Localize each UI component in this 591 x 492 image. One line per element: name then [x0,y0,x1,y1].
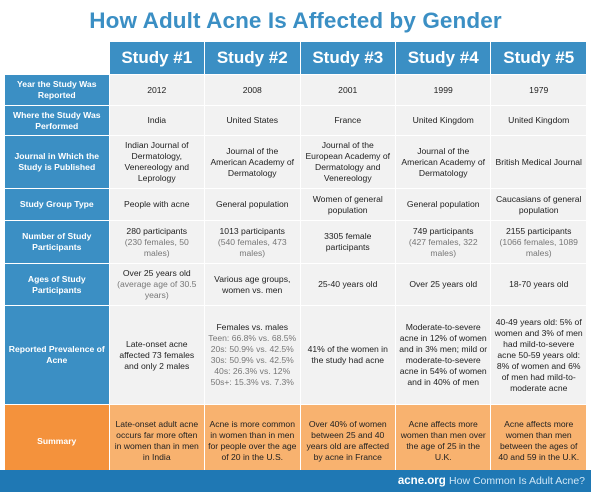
table-cell: 2012 [109,75,205,105]
cell-note: 30s: 50.9% vs. 42.5% [210,355,294,365]
table-row: Study Group Type People with acne Genera… [5,189,586,220]
header-row: Study #1 Study #2 Study #3 Study #4 Stud… [5,42,586,74]
table-cell: Women of general population [300,189,395,220]
table-cell: 3305 female participants [300,221,395,263]
table-cell: France [300,106,395,135]
summary-cell: Acne affects more women than men between… [491,405,586,477]
summary-cell: Acne affects more women than men over th… [395,405,491,477]
study-header-3: Study #3 [300,42,395,74]
table-row: Year the Study Was Reported 2012 2008 20… [5,75,586,105]
summary-cell: Late-onset adult acne occurs far more of… [109,405,205,477]
cell-note: (540 females, 473 males) [217,236,287,258]
cell-value: 3305 female participants [324,231,372,252]
table-cell: General population [205,189,300,220]
cell-value: Over 25 years old [122,268,191,278]
row-label-year: Year the Study Was Reported [5,75,109,105]
table-cell: General population [395,189,491,220]
table-cell: Caucasians of general population [491,189,586,220]
study-header-2: Study #2 [205,42,300,74]
row-label-ages: Ages of Study Participants [5,264,109,305]
study-header-4: Study #4 [395,42,491,74]
row-label-group: Study Group Type [5,189,109,220]
table-cell: 18-70 years old [491,264,586,305]
table-cell: Indian Journal of Dermatology, Venereolo… [109,136,205,188]
table-cell: 2001 [300,75,395,105]
table-cell: 280 participants (230 females, 50 males) [109,221,205,263]
comparison-table: Study #1 Study #2 Study #3 Study #4 Stud… [4,41,587,478]
table-cell: 1979 [491,75,586,105]
table-cell: 749 participants (427 females, 322 males… [395,221,491,263]
cell-note: (427 females, 322 males) [408,236,478,258]
table-cell: 1999 [395,75,491,105]
cell-note: 40s: 26.3% vs. 12% [214,366,291,376]
cell-note: 20s: 50.9% vs. 42.5% [210,344,294,354]
summary-cell: Acne is more common in women than in men… [205,405,300,477]
page-title: How Adult Acne Is Affected by Gender [89,8,502,33]
cell-value: 2155 participants [506,225,572,236]
table-cell: United States [205,106,300,135]
cell-note: 50s+: 15.3% vs. 7.3% [210,377,294,387]
cell-value: Females vs. males [216,322,289,332]
table-row: Journal in Which the Study is Published … [5,136,586,188]
table-cell: Females vs. males Teen: 66.8% vs. 68.5% … [205,306,300,404]
table-cell: Journal of the American Academy of Derma… [395,136,491,188]
cell-value: 749 participants [412,225,474,236]
table-row: Reported Prevalence of Acne Late-onset a… [5,306,586,404]
table-cell: United Kingdom [491,106,586,135]
table-cell: Over 25 years old [395,264,491,305]
cell-note: Teen: 66.8% vs. 68.5% [208,333,297,343]
table-cell: 41% of the women in the study had acne [300,306,395,404]
row-label-participants: Number of Study Participants [5,221,109,263]
table-cell: Over 25 years old (average age of 30.5 y… [109,264,205,305]
table-cell: 25-40 years old [300,264,395,305]
table-row: Ages of Study Participants Over 25 years… [5,264,586,305]
table-cell: United Kingdom [395,106,491,135]
table-cell: Journal of the American Academy of Derma… [205,136,300,188]
footer-tagline: How Common Is Adult Acne? [449,475,585,487]
corner-cell [5,42,109,74]
row-label-journal: Journal in Which the Study is Published [5,136,109,188]
cell-note: (average age of 30.5 years) [117,279,197,300]
table-cell: India [109,106,205,135]
table-cell: Journal of the European Academy of Derma… [300,136,395,188]
cell-value: 1013 participants [219,225,285,236]
table-row: Number of Study Participants 280 partici… [5,221,586,263]
table-cell: 2155 participants (1066 females, 1089 ma… [491,221,586,263]
table-cell: Moderate-to-severe acne in 12% of women … [395,306,491,404]
table-cell: Late-onset acne affected 73 females and … [109,306,205,404]
table-cell: 1013 participants (540 females, 473 male… [205,221,300,263]
footer-bar: acne.org How Common Is Adult Acne? [0,470,591,492]
row-label-where: Where the Study Was Performed [5,106,109,135]
table-cell: British Medical Journal [491,136,586,188]
brand-link[interactable]: acne.org [397,475,446,487]
study-header-5: Study #5 [491,42,586,74]
table-cell: 2008 [205,75,300,105]
table-cell: People with acne [109,189,205,220]
table-row: Where the Study Was Performed India Unit… [5,106,586,135]
study-header-1: Study #1 [109,42,205,74]
footer-content: acne.org How Common Is Adult Acne? [398,470,585,492]
cell-value: 280 participants [126,225,188,236]
row-label-summary: Summary [5,405,109,477]
summary-cell: Over 40% of women between 25 and 40 year… [300,405,395,477]
cell-note: (230 females, 50 males) [124,236,189,258]
table-cell: Various age groups, women vs. men [205,264,300,305]
cell-note: (1066 females, 1089 males) [499,236,578,258]
table-row: Summary Late-onset adult acne occurs far… [5,405,586,477]
row-label-prevalence: Reported Prevalence of Acne [5,306,109,404]
table-cell: 40-49 years old: 5% of women and 3% of m… [491,306,586,404]
